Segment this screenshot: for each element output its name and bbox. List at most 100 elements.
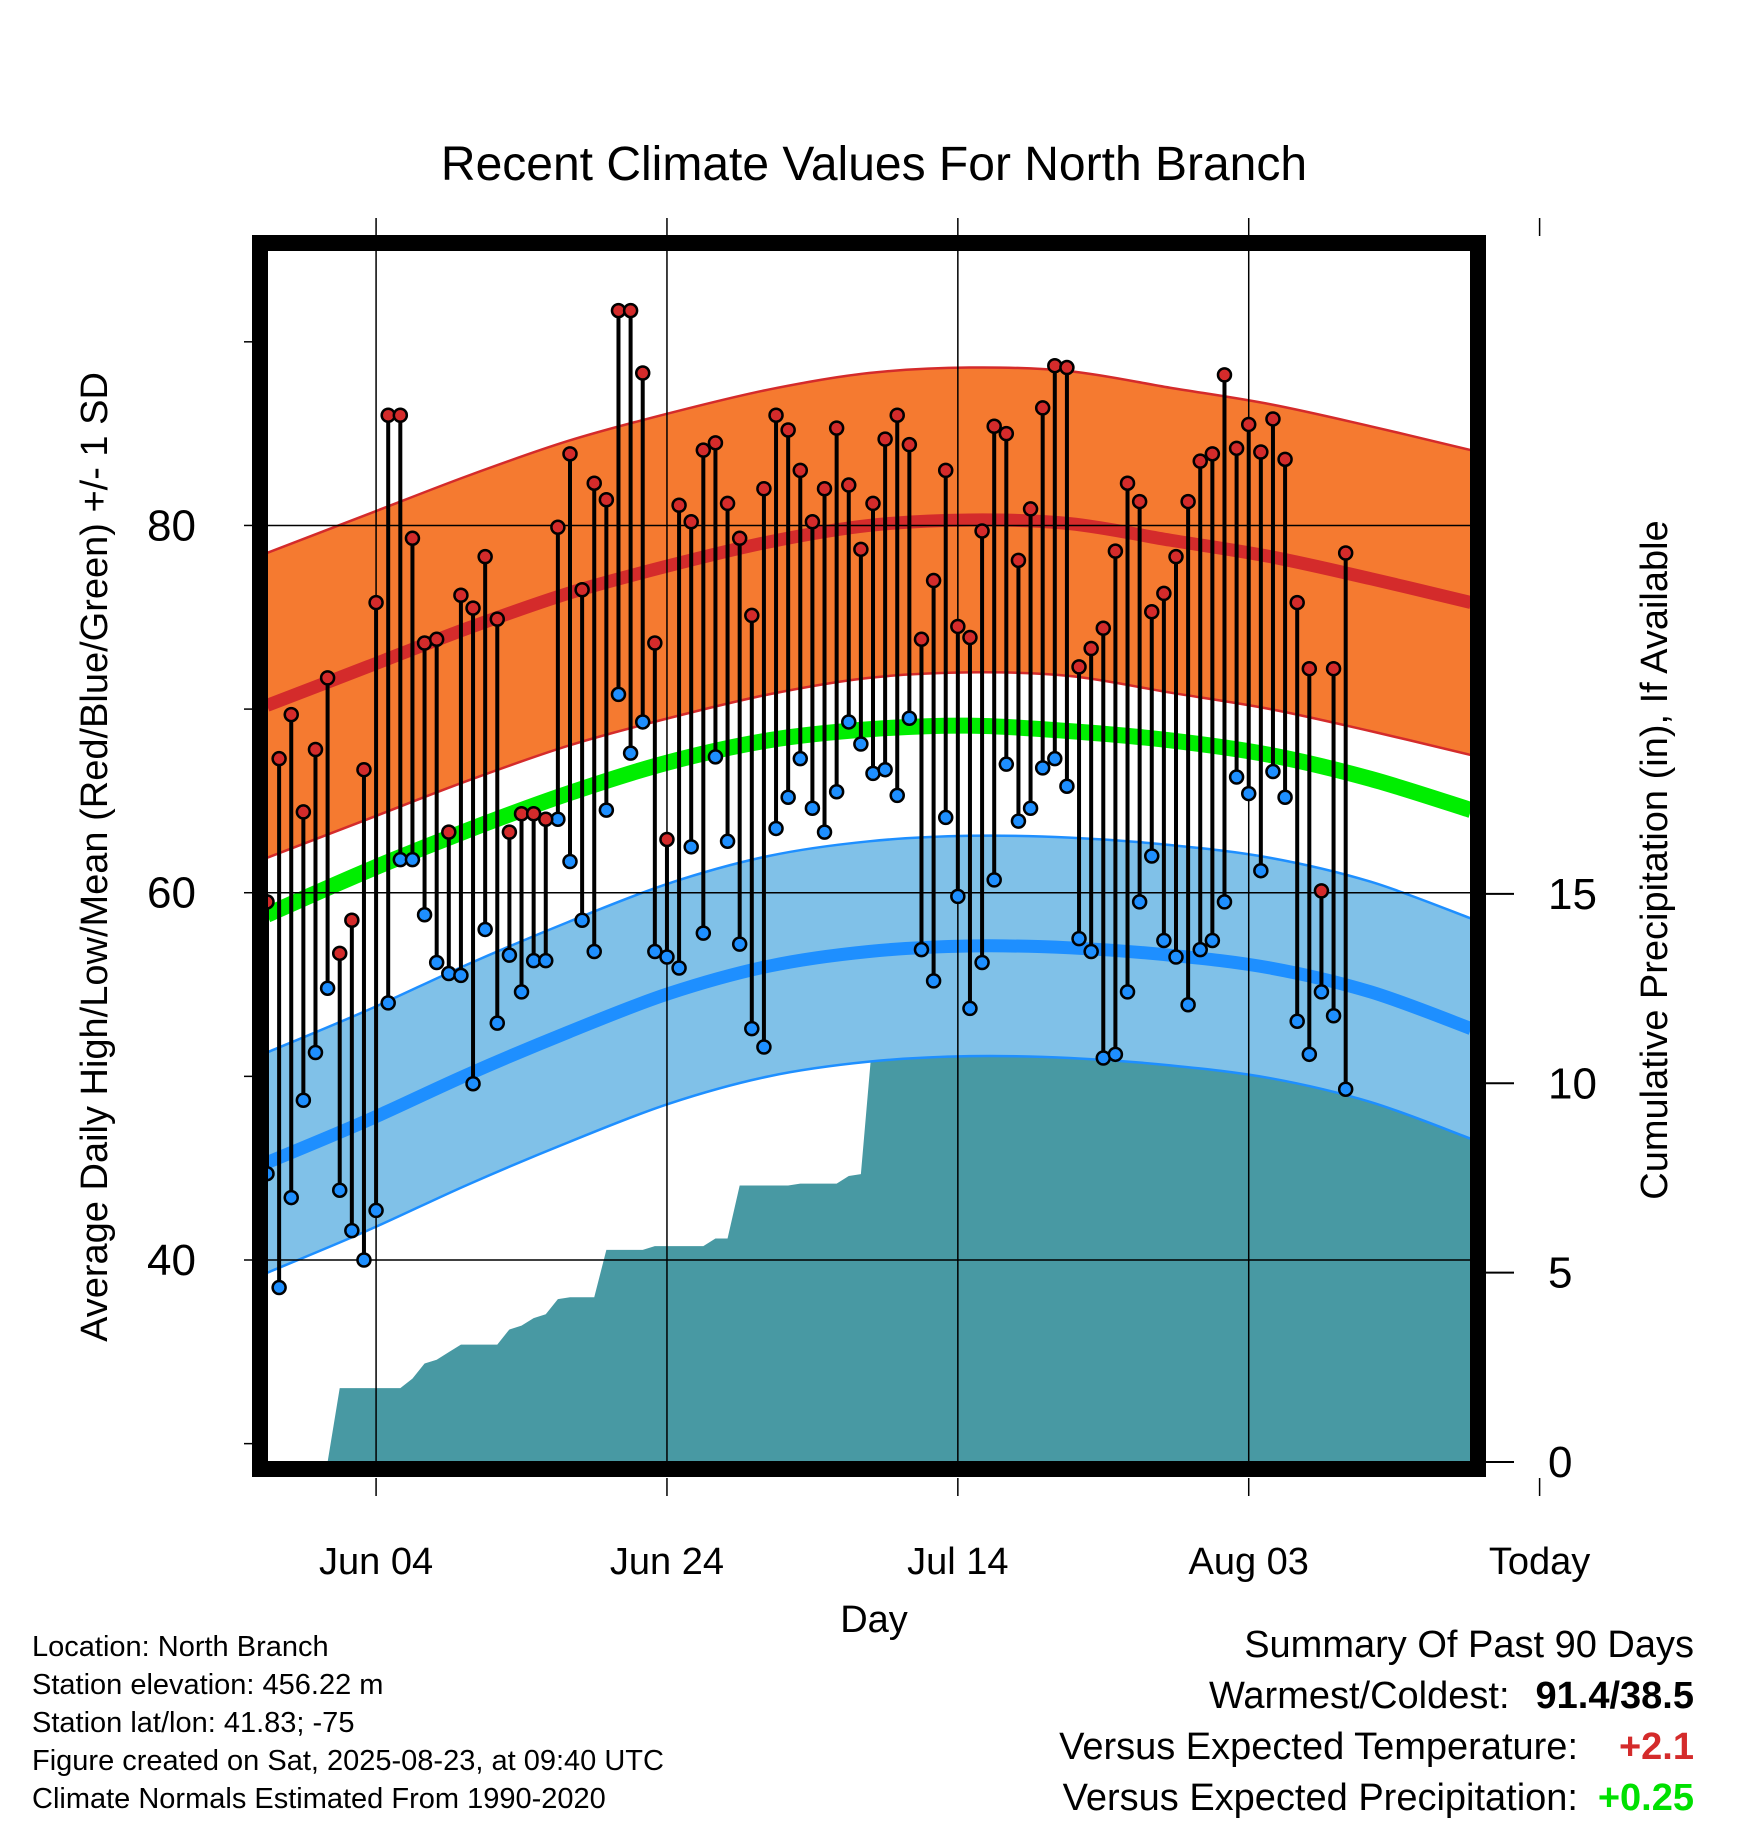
- daily-high-point: [271, 750, 287, 767]
- daily-low-point: [1204, 932, 1221, 949]
- daily-low-point: [841, 714, 857, 730]
- daily-low-point: [1047, 750, 1063, 767]
- created-text: Figure created on Sat, 2025-08-23, at 09…: [32, 1745, 664, 1777]
- daily-high-point: [1192, 453, 1208, 469]
- daily-low-point: [1228, 769, 1245, 785]
- summary-panel: Summary Of Past 90 Days Warmest/Coldest:…: [1059, 1620, 1694, 1824]
- daily-low-point: [380, 995, 396, 1011]
- daily-high-point: [1034, 400, 1051, 416]
- daily-low-point: [828, 783, 845, 800]
- daily-high-point: [392, 407, 409, 424]
- daily-high-point: [950, 618, 966, 635]
- daily-low-point: [1034, 760, 1051, 776]
- y2-tick-label: 0: [1548, 1438, 1572, 1487]
- daily-low-point: [1216, 894, 1233, 910]
- daily-high-point: [1144, 604, 1160, 620]
- daily-low-point: [1156, 932, 1172, 949]
- daily-low-point: [647, 943, 663, 960]
- warmest-coldest-value: 91.4/38.5: [1535, 1675, 1694, 1717]
- daily-low-point: [489, 1015, 506, 1031]
- plot-frame: [252, 235, 1486, 1477]
- daily-low-point: [610, 686, 627, 703]
- daily-low-point: [477, 921, 493, 938]
- daily-high-point: [1313, 883, 1330, 899]
- daily-high-point: [671, 497, 687, 514]
- daily-high-point: [1047, 357, 1063, 374]
- daily-high-point: [1071, 659, 1087, 675]
- precip-anomaly-row: Versus Expected Precipitation: +0.25: [1059, 1773, 1694, 1824]
- daily-high-point: [1240, 416, 1257, 433]
- daily-low-point: [889, 787, 905, 804]
- daily-low-point: [962, 1000, 978, 1017]
- daily-high-point: [465, 600, 481, 616]
- y2-tick-label: 10: [1548, 1059, 1597, 1108]
- daily-low-point: [816, 824, 833, 840]
- warmest-coldest-label: Warmest/Coldest:: [1208, 1675, 1510, 1717]
- daily-low-point: [295, 1092, 312, 1108]
- x-tick-label: Aug 03: [1188, 1541, 1308, 1583]
- daily-high-point: [622, 302, 639, 319]
- daily-high-point: [538, 811, 554, 828]
- daily-high-point: [634, 365, 651, 381]
- daily-low-point: [1325, 1008, 1342, 1024]
- daily-low-point: [756, 1039, 772, 1055]
- daily-low-point: [1107, 1046, 1124, 1063]
- daily-high-point: [1168, 548, 1184, 565]
- daily-high-point: [937, 462, 954, 479]
- daily-high-point: [974, 523, 990, 539]
- daily-low-point: [404, 851, 421, 868]
- daily-high-point: [986, 418, 1002, 435]
- daily-high-point: [1022, 501, 1039, 517]
- normals-period-text: Climate Normals Estimated From 1990-2020: [32, 1783, 606, 1815]
- daily-low-point: [1168, 949, 1184, 965]
- daily-low-point: [719, 833, 736, 850]
- normal-low-band-lower-edge: [267, 1054, 1471, 1275]
- daily-low-point: [731, 936, 748, 952]
- precip-anomaly-label: Versus Expected Precipitation:: [1062, 1777, 1578, 1819]
- daily-high-point: [1216, 367, 1233, 383]
- daily-low-point: [937, 809, 954, 826]
- daily-low-point: [283, 1189, 299, 1206]
- daily-high-point: [659, 831, 675, 848]
- daily-high-point: [1265, 411, 1281, 427]
- normal-low-line: [267, 939, 1471, 1169]
- daily-high-point: [453, 587, 469, 603]
- y2-axis-label: Cumulative Precipitation (in), If Availa…: [1634, 520, 1676, 1199]
- daily-high-point: [441, 824, 457, 840]
- x-tick-label: Jun 04: [319, 1541, 433, 1583]
- temp-anomaly-value: +2.1: [1618, 1726, 1694, 1768]
- daily-low-point: [877, 761, 893, 778]
- daily-low-point: [562, 853, 578, 870]
- daily-high-point: [1107, 543, 1124, 559]
- daily-high-point: [768, 407, 784, 424]
- daily-high-point: [877, 431, 893, 447]
- daily-high-point: [1277, 451, 1293, 468]
- normal-high-band-upper-edge: [267, 366, 1471, 555]
- daily-low-point: [598, 802, 615, 818]
- daily-low-point: [1240, 785, 1257, 802]
- y-tick-label: 80: [147, 501, 196, 550]
- x-tick-label: Jun 24: [610, 1541, 724, 1583]
- daily-low-point: [1119, 984, 1136, 1000]
- daily-high-point: [1059, 359, 1075, 376]
- daily-high-point: [319, 670, 336, 686]
- daily-low-point: [1301, 1046, 1318, 1063]
- daily-high-point: [1156, 585, 1172, 602]
- precip-anomaly-value: +0.25: [1597, 1777, 1694, 1819]
- latlon-text: Station lat/lon: 41.83; -75: [32, 1707, 355, 1739]
- daily-low-point: [368, 1202, 384, 1219]
- normal-low-band-upper-edge: [267, 834, 1471, 1054]
- daily-low-point: [356, 1252, 372, 1268]
- daily-low-point: [1010, 813, 1027, 829]
- daily-low-point: [1265, 763, 1281, 780]
- daily-high-point: [562, 446, 578, 462]
- daily-high-point: [744, 607, 760, 624]
- daily-high-point: [913, 631, 930, 648]
- daily-low-point: [1022, 800, 1039, 817]
- daily-high-point: [1204, 446, 1221, 462]
- daily-low-point: [1180, 996, 1196, 1013]
- daily-low-point: [683, 839, 699, 855]
- daily-high-point: [853, 541, 869, 558]
- daily-low-point: [671, 960, 687, 976]
